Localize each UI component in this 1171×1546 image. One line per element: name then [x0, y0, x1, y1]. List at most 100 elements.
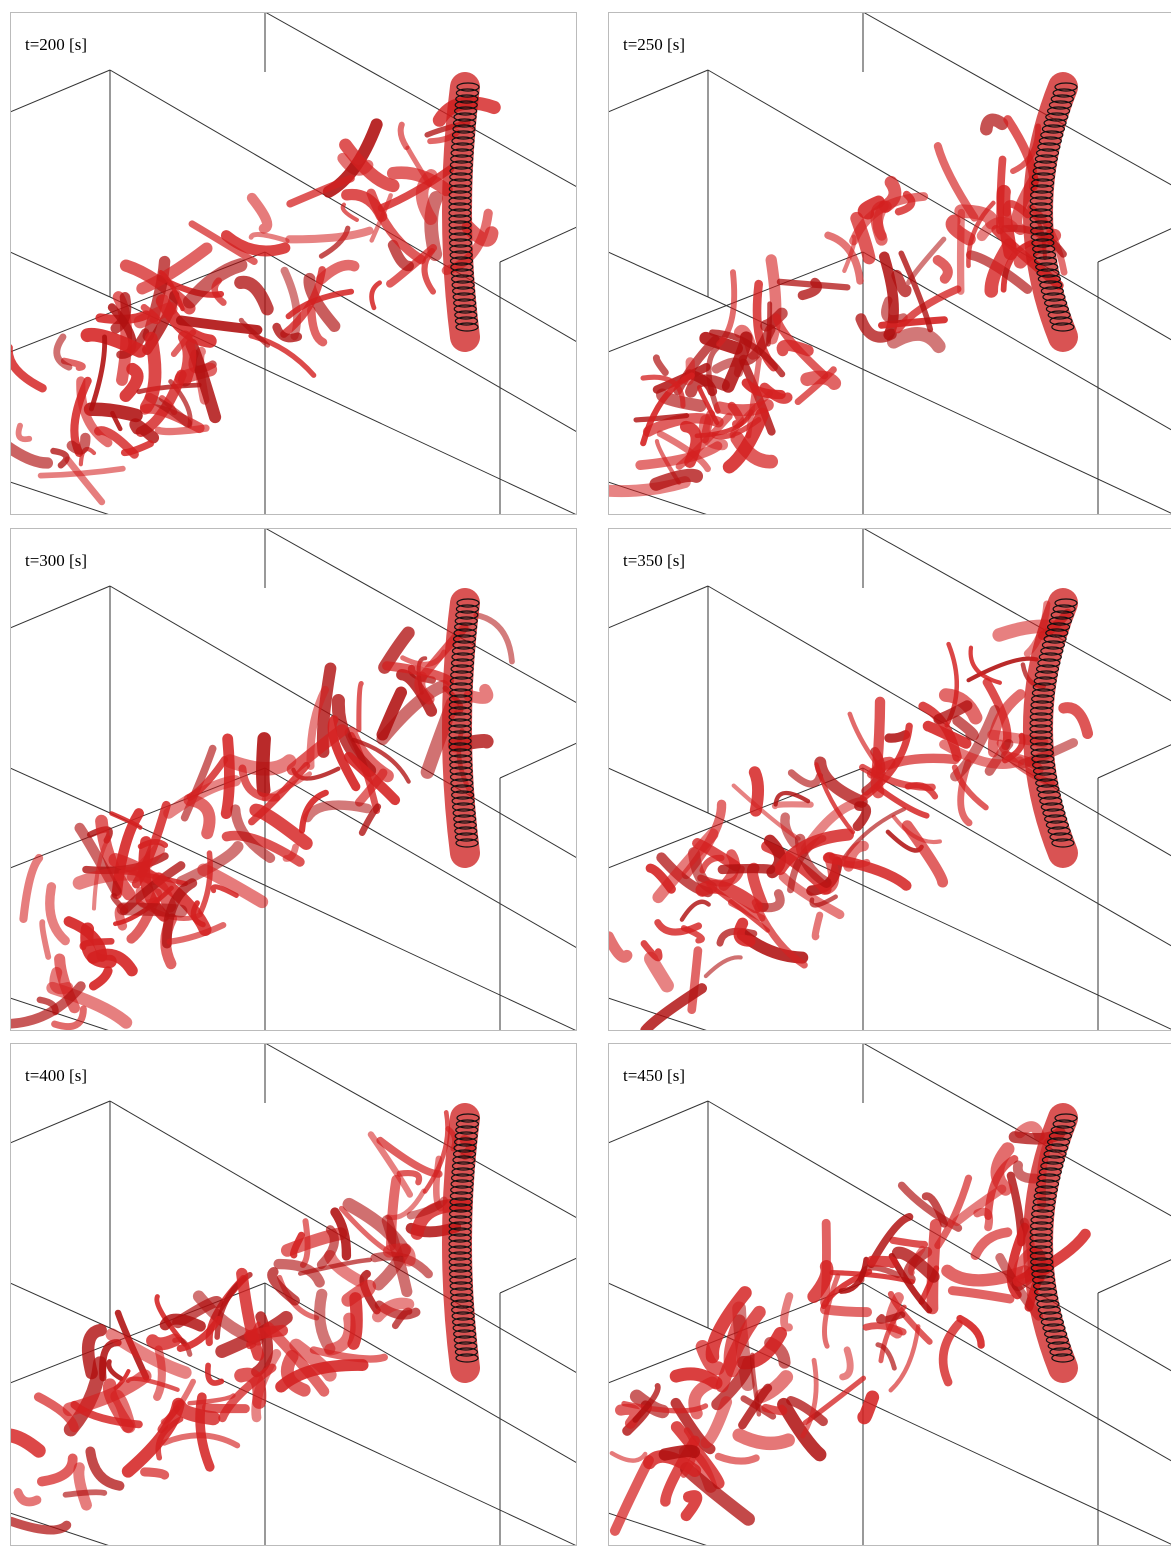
snapshot-panel: t=300 [s] — [10, 528, 577, 1031]
snapshot-panel: t=350 [s] — [608, 528, 1171, 1031]
vortex-tube — [19, 426, 30, 440]
vortex-tube — [1000, 159, 1003, 230]
vortex-tube — [857, 806, 866, 826]
vortex-tube — [686, 1496, 696, 1516]
snapshot-panel: t=400 [s] — [10, 1043, 577, 1546]
vortex-tube — [145, 1472, 165, 1475]
vortex-tube — [775, 804, 811, 806]
vortex-isosurface — [11, 615, 512, 1026]
vortex-tube — [864, 1397, 872, 1417]
time-label: t=450 [s] — [623, 1066, 685, 1085]
domain-edge — [10, 586, 110, 628]
domain-edge — [608, 1101, 708, 1143]
vortex-tube — [321, 265, 354, 279]
vortex-tube — [66, 1492, 105, 1495]
vortex-tube — [651, 959, 667, 986]
domain-edge — [10, 1283, 110, 1328]
vortex-tube — [290, 178, 351, 203]
domain-edge — [863, 12, 1171, 187]
vortex-tube — [952, 1291, 1009, 1299]
vortex-tube — [825, 1223, 827, 1302]
vortex-isosurface — [10, 1112, 471, 1530]
vortex-tube — [722, 869, 770, 870]
vortex-tube — [615, 1460, 649, 1531]
domain-edge — [863, 528, 1171, 703]
vortex-tube — [42, 922, 48, 957]
domain-edge — [1098, 1258, 1171, 1293]
vortex-tube — [23, 858, 39, 919]
domain-edge — [500, 1258, 577, 1293]
vortex-tube — [807, 377, 834, 383]
vortex-tube — [986, 120, 1002, 129]
vortex-tube — [872, 1261, 892, 1262]
domain-edge — [863, 768, 1171, 948]
vortex-tube — [825, 1309, 867, 1312]
vortex-tube — [938, 260, 948, 279]
domain-edge — [1098, 227, 1171, 262]
vortex-tube — [10, 1435, 39, 1451]
vortex-tube — [313, 1350, 384, 1359]
vortex-tube — [907, 826, 942, 882]
domain-edge — [110, 813, 577, 1031]
vortex-tube — [893, 1240, 925, 1244]
vortex-tube — [692, 951, 698, 1010]
vortex-tube — [18, 1492, 37, 1501]
vortex-tube — [208, 1365, 222, 1383]
vortex-tube — [401, 125, 407, 147]
vortex-tube — [50, 887, 65, 941]
vortex-tube — [889, 735, 906, 738]
vortex-tube — [371, 1134, 410, 1194]
vortex-tube — [791, 773, 819, 784]
vortex-tube — [894, 334, 939, 346]
vortex-tube — [961, 212, 962, 291]
vortex-tube — [682, 902, 709, 920]
vortex-tube — [53, 451, 66, 465]
vortex-tube — [718, 1456, 756, 1461]
vortex-tube — [41, 469, 123, 476]
figure: t=200 [s] t=250 [s] t=300 [s] t=350 [s] t=40… — [0, 0, 1171, 1542]
vortex-tube — [676, 1374, 716, 1383]
domain-edge — [608, 586, 708, 628]
vortex-tube — [1064, 708, 1088, 734]
vortex-tube — [608, 937, 626, 957]
vortex-tube — [91, 409, 136, 415]
time-label: t=350 [s] — [623, 551, 685, 570]
vortex-tube — [308, 805, 368, 817]
domain-edge — [608, 252, 708, 297]
vortex-tube — [939, 706, 968, 720]
vortex-tube — [359, 684, 361, 730]
vortex-tube — [263, 739, 264, 791]
snapshot-panel: t=200 [s] — [10, 12, 577, 515]
vortex-tube — [766, 1408, 784, 1411]
domain-edge — [10, 768, 110, 813]
vortex-tube — [975, 1232, 1007, 1255]
vortex-tube — [656, 358, 665, 373]
vortex-tube — [932, 1225, 935, 1309]
vortex-tube — [320, 1294, 330, 1348]
domain-edge — [608, 768, 708, 813]
time-label: t=200 [s] — [25, 35, 87, 54]
vortex-isosurface — [612, 1127, 1086, 1531]
snapshot-panel: t=450 [s] — [608, 1043, 1171, 1546]
time-label: t=400 [s] — [25, 1066, 87, 1085]
vortex-tube — [843, 1350, 851, 1377]
vortex-tube — [206, 1408, 245, 1409]
vortex-tube — [897, 275, 906, 291]
vortex-tube — [272, 1272, 295, 1301]
vortex-tube — [784, 1296, 789, 1327]
vortex-tube — [739, 1435, 788, 1443]
vortex-tube — [68, 460, 102, 502]
time-label: t=250 [s] — [623, 35, 685, 54]
vortex-tube — [684, 928, 702, 941]
vortex-tube — [93, 971, 108, 986]
vortex-tube — [250, 1330, 283, 1335]
panel-frame — [11, 13, 577, 515]
vortex-tube — [330, 1319, 350, 1350]
vortex-tube — [705, 414, 711, 439]
vortex-tube — [79, 1468, 87, 1505]
snapshot-panel: t=250 [s] — [608, 12, 1171, 515]
vortex-tube — [170, 925, 224, 942]
vortex-tube — [476, 615, 512, 661]
time-label: t=300 [s] — [25, 551, 87, 570]
vortex-tube — [190, 800, 210, 833]
